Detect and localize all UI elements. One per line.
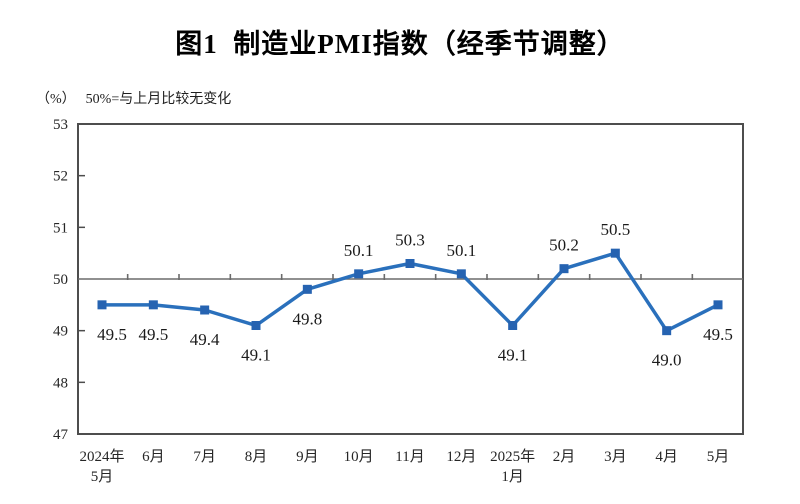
data-point-marker	[662, 326, 672, 336]
data-point-label: 49.0	[652, 351, 682, 370]
data-point-label: 49.1	[498, 346, 528, 365]
data-point-marker	[559, 264, 569, 274]
data-point-label: 50.5	[600, 220, 630, 239]
data-point-label: 49.5	[703, 325, 733, 344]
x-axis-tick-label: 2025年	[490, 448, 535, 465]
x-axis-tick-label: 9月	[296, 449, 319, 465]
data-point-label: 49.8	[292, 309, 322, 328]
axis-note: （%） 50%=与上月比较无变化	[36, 88, 231, 108]
x-axis-tick-label: 12月	[446, 449, 476, 465]
data-point-label: 50.3	[395, 231, 425, 250]
data-point-label: 50.2	[549, 236, 579, 255]
reference-note: 50%=与上月比较无变化	[85, 92, 232, 107]
x-axis-tick-label: 3月	[604, 449, 627, 465]
y-axis-tick-label: 53	[53, 117, 68, 133]
x-axis-tick-label: 10月	[344, 449, 374, 465]
data-point-label: 50.1	[344, 241, 374, 260]
y-axis-tick-label: 49	[53, 324, 68, 340]
x-axis-tick-label-line2: 1月	[501, 469, 524, 485]
x-axis-tick-label: 2024年	[79, 448, 124, 465]
x-axis-tick-label: 5月	[707, 449, 730, 465]
x-axis-tick-label: 6月	[142, 449, 165, 465]
y-axis-tick-label: 47	[53, 427, 69, 443]
data-point-marker	[200, 305, 210, 315]
y-axis-tick-label: 48	[53, 375, 68, 391]
y-axis-tick-label: 50	[53, 272, 68, 288]
data-point-label: 49.5	[138, 325, 168, 344]
y-axis-unit-label: （%）	[36, 92, 76, 107]
y-axis-tick-label: 51	[53, 220, 68, 236]
x-axis-tick-label: 7月	[193, 449, 216, 465]
data-point-marker	[97, 300, 107, 310]
data-point-label: 50.1	[446, 241, 476, 260]
data-point-marker	[405, 259, 415, 268]
data-point-marker	[456, 269, 466, 279]
x-axis-tick-label-line2: 5月	[91, 469, 114, 485]
x-axis-tick-label: 4月	[655, 449, 678, 465]
data-point-marker	[302, 284, 312, 294]
data-point-marker	[354, 269, 364, 279]
x-axis-tick-label: 11月	[395, 449, 424, 465]
data-point-marker	[251, 321, 261, 330]
data-point-marker	[508, 321, 518, 330]
data-point-marker	[713, 300, 723, 310]
data-point-marker	[610, 248, 620, 258]
data-point-marker	[148, 300, 158, 310]
data-point-label: 49.5	[97, 325, 127, 344]
x-axis-tick-label: 2月	[553, 449, 576, 465]
chart-title: 图1 制造业PMI指数（经季节调整）	[175, 29, 625, 59]
y-axis-tick-label: 52	[53, 169, 68, 185]
data-point-label: 49.1	[241, 346, 271, 365]
x-axis-tick-label: 8月	[245, 449, 268, 465]
data-point-label: 49.4	[190, 330, 220, 349]
